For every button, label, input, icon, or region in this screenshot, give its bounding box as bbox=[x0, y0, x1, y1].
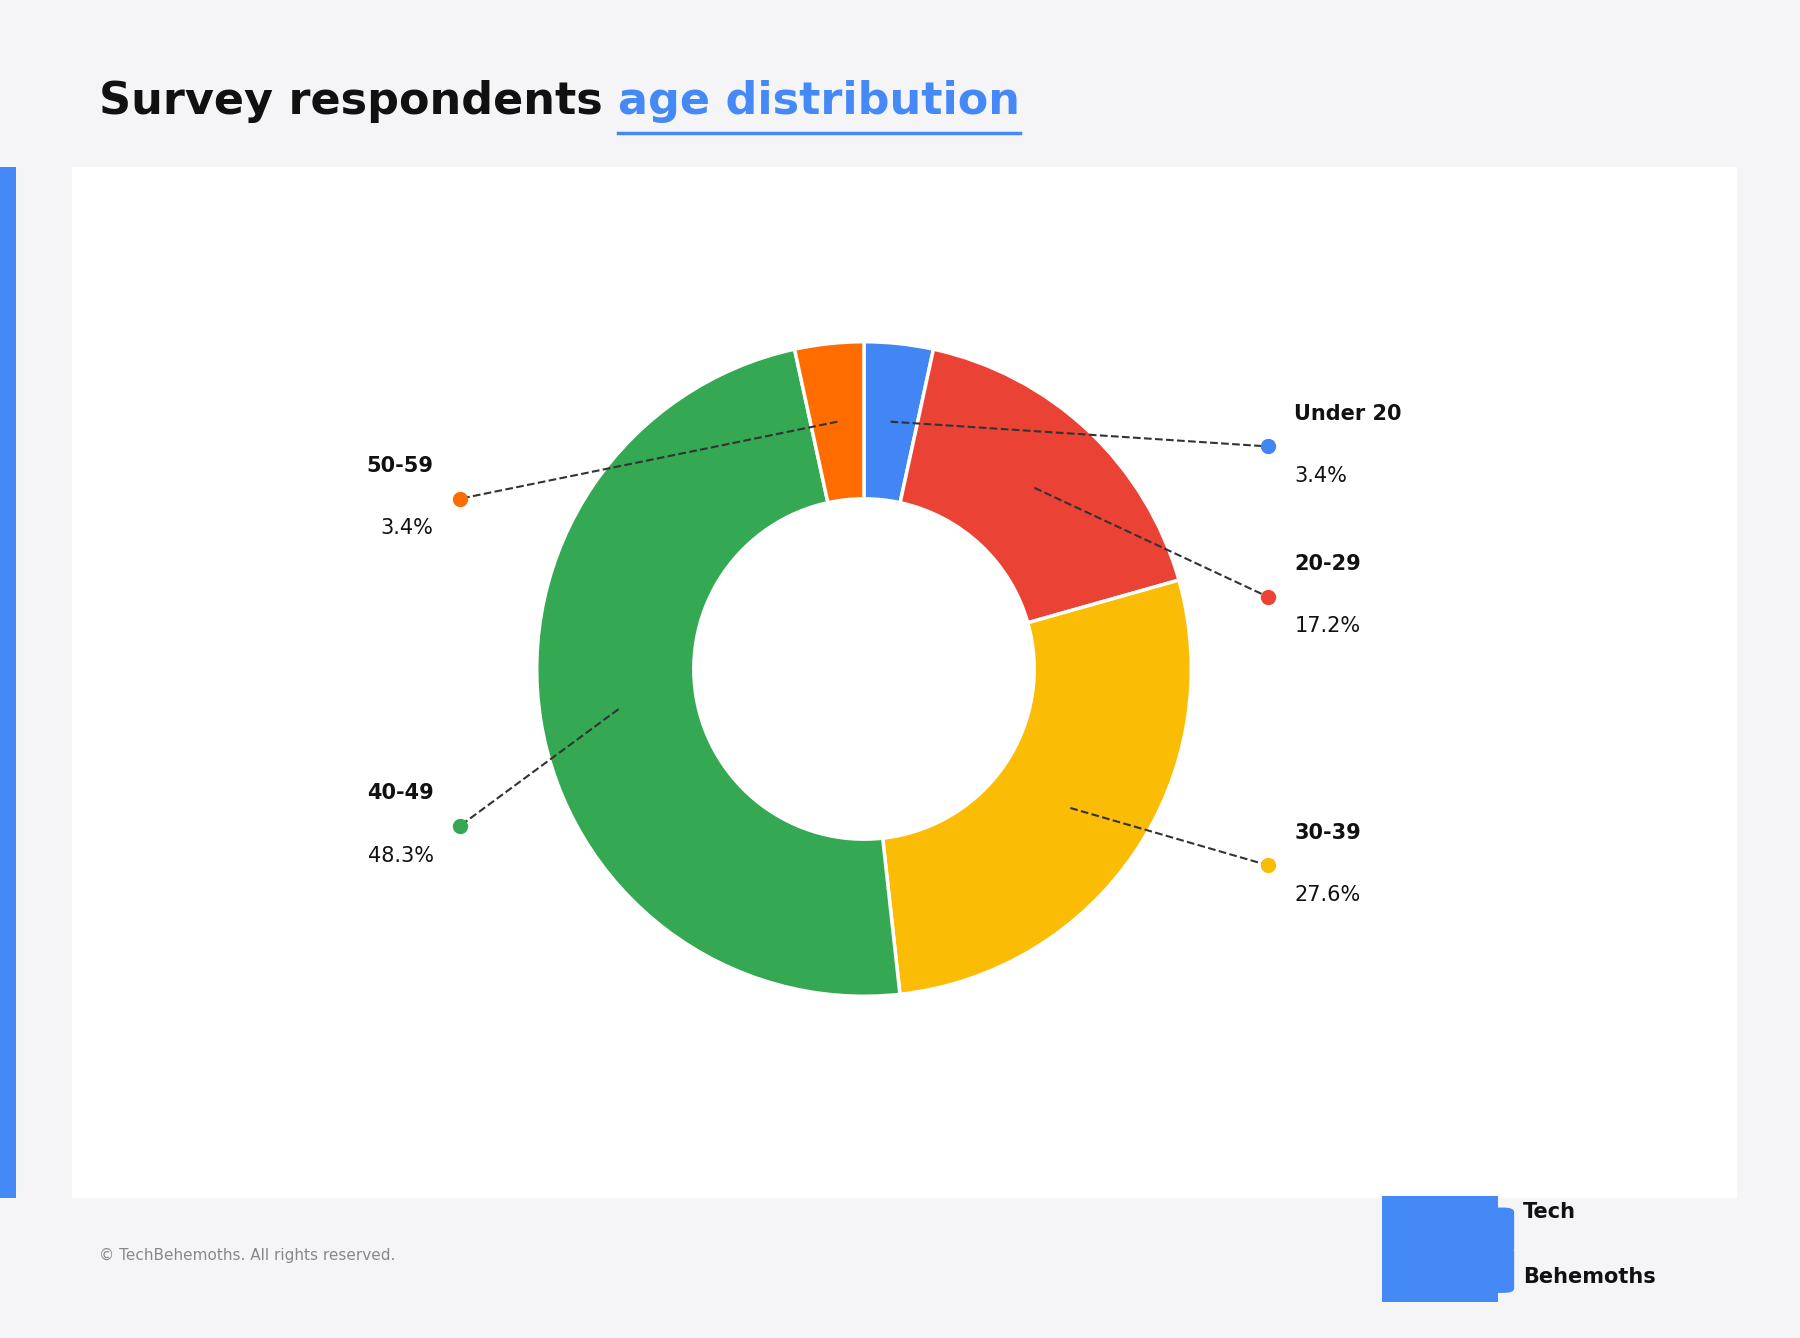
Text: Under 20: Under 20 bbox=[1294, 404, 1402, 424]
Bar bbox=[1382, 1252, 1451, 1288]
Text: 27.6%: 27.6% bbox=[1294, 884, 1361, 904]
Wedge shape bbox=[536, 349, 900, 997]
Text: Behemoths: Behemoths bbox=[1523, 1267, 1656, 1287]
Text: 20-29: 20-29 bbox=[1294, 554, 1361, 574]
Wedge shape bbox=[864, 341, 934, 503]
Wedge shape bbox=[794, 341, 864, 503]
Bar bbox=[1382, 1212, 1451, 1248]
Text: 3.4%: 3.4% bbox=[1294, 466, 1348, 486]
Text: 30-39: 30-39 bbox=[1294, 823, 1361, 843]
Wedge shape bbox=[900, 349, 1179, 622]
Text: Tech: Tech bbox=[1523, 1202, 1575, 1222]
Text: © TechBehemoths. All rights reserved.: © TechBehemoths. All rights reserved. bbox=[99, 1247, 396, 1263]
Text: 48.3%: 48.3% bbox=[367, 846, 434, 866]
Text: 40-49: 40-49 bbox=[367, 783, 434, 803]
FancyBboxPatch shape bbox=[1382, 1275, 1498, 1302]
Text: 3.4%: 3.4% bbox=[380, 518, 434, 538]
Text: Survey respondents: Survey respondents bbox=[99, 80, 617, 123]
FancyBboxPatch shape bbox=[1429, 1207, 1514, 1254]
Text: 17.2%: 17.2% bbox=[1294, 617, 1361, 637]
FancyBboxPatch shape bbox=[1382, 1235, 1498, 1262]
Text: 50-59: 50-59 bbox=[367, 456, 434, 476]
Wedge shape bbox=[882, 581, 1192, 994]
FancyBboxPatch shape bbox=[1429, 1247, 1514, 1293]
Text: age distribution: age distribution bbox=[617, 80, 1021, 123]
FancyBboxPatch shape bbox=[1382, 1196, 1498, 1223]
